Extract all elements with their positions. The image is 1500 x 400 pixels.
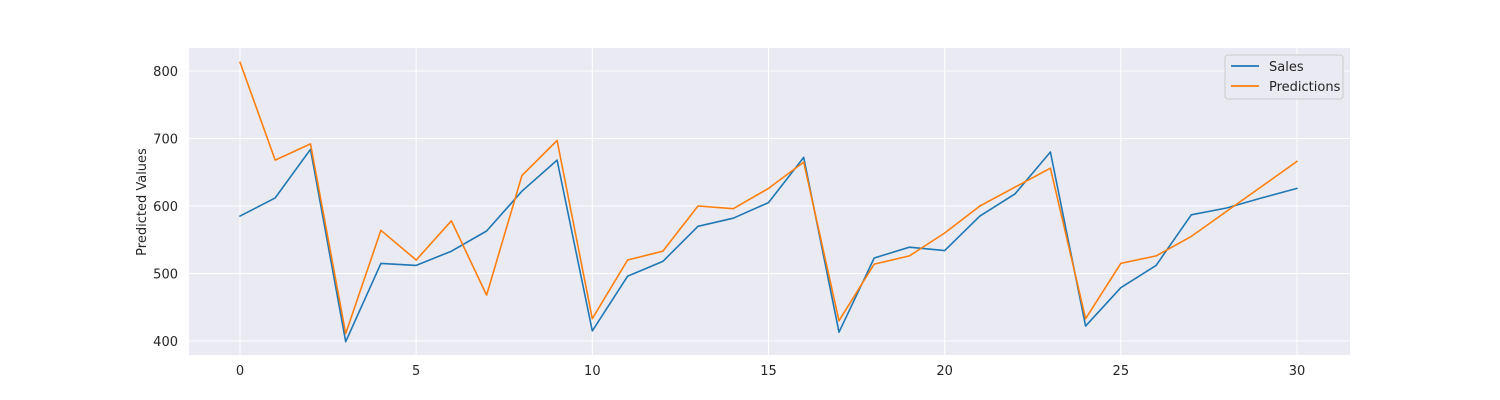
y-tick-label: 600 (153, 200, 178, 215)
y-axis-label: Predicted Values (135, 148, 150, 256)
grid-lines (189, 48, 1350, 355)
x-tick-label: 20 (936, 364, 953, 379)
x-tick-labels: 0 5 10 15 20 25 30 (236, 364, 1305, 379)
y-tick-labels: 400 500 600 700 800 (153, 65, 178, 350)
y-tick-label: 700 (153, 133, 178, 148)
legend: Sales Predictions (1224, 54, 1344, 100)
legend-label: Sales (1269, 60, 1304, 75)
x-tick-label: 5 (412, 364, 420, 379)
x-tick-label: 15 (760, 364, 777, 379)
y-tick-label: 400 (153, 335, 178, 350)
x-tick-label: 10 (584, 364, 601, 379)
series-line-predictions (239, 61, 1298, 335)
y-tick-label: 500 (153, 268, 178, 283)
x-tick-label: 0 (236, 364, 244, 379)
x-tick-label: 30 (1289, 364, 1306, 379)
series-lines (239, 61, 1298, 343)
y-tick-label: 800 (153, 65, 178, 80)
x-tick-label: 25 (1113, 364, 1130, 379)
legend-label: Predictions (1269, 80, 1341, 95)
series-line-sales (239, 148, 1298, 343)
